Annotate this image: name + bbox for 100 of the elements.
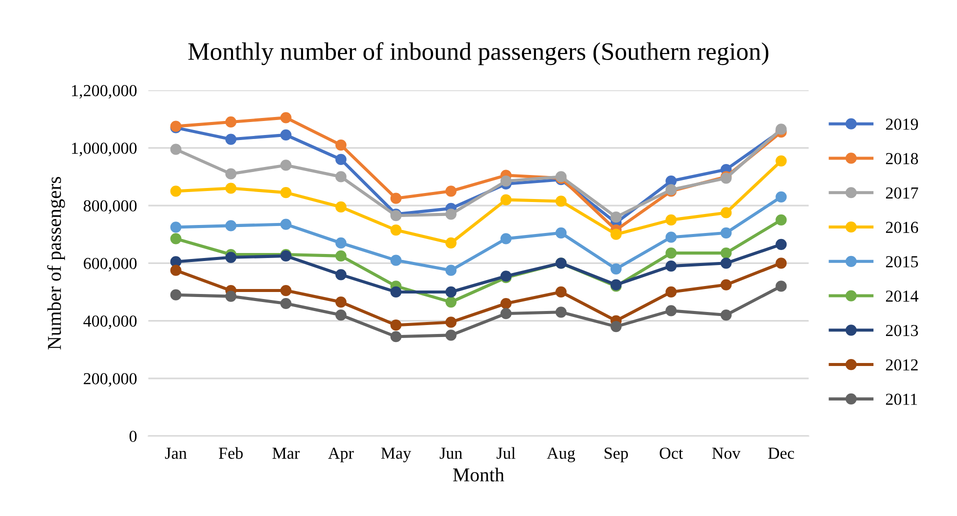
legend-label: 2013 bbox=[886, 324, 918, 336]
x-tick-label: Mar bbox=[272, 448, 300, 459]
point bbox=[225, 134, 236, 145]
point bbox=[335, 269, 346, 280]
point bbox=[445, 286, 457, 298]
point bbox=[335, 250, 346, 262]
point bbox=[500, 233, 512, 244]
y-tick-label: 1,000,000 bbox=[72, 142, 137, 156]
point bbox=[390, 320, 402, 331]
point bbox=[280, 112, 292, 124]
point bbox=[280, 160, 292, 171]
y-tick-label: 0 bbox=[130, 430, 137, 442]
point bbox=[335, 296, 346, 308]
x-tick-label: Feb bbox=[218, 447, 243, 459]
point bbox=[776, 155, 787, 166]
point bbox=[500, 298, 512, 310]
point bbox=[610, 228, 622, 240]
legend-label: 2014 bbox=[886, 290, 918, 302]
point bbox=[555, 196, 567, 207]
point bbox=[445, 296, 457, 308]
point bbox=[280, 284, 292, 296]
point bbox=[445, 264, 457, 276]
point bbox=[390, 224, 402, 236]
x-axis-title: Month bbox=[453, 468, 504, 482]
point bbox=[776, 238, 787, 250]
legend-label: 2019 bbox=[886, 118, 918, 130]
point bbox=[666, 305, 677, 316]
chart-title: Monthly number of inbound passengers (Southern region) bbox=[188, 42, 768, 66]
point bbox=[170, 289, 182, 300]
point bbox=[390, 331, 402, 342]
point bbox=[280, 187, 292, 198]
point bbox=[225, 220, 236, 232]
point bbox=[776, 191, 787, 202]
point bbox=[555, 306, 567, 318]
point bbox=[335, 309, 346, 321]
legend-label: 2015 bbox=[886, 256, 918, 268]
point bbox=[776, 214, 787, 226]
x-tick-label: Dec bbox=[768, 448, 794, 459]
legend-label: 2011 bbox=[886, 394, 917, 405]
point bbox=[666, 286, 677, 298]
point bbox=[225, 168, 236, 180]
point bbox=[170, 264, 182, 276]
point bbox=[445, 208, 457, 220]
point bbox=[170, 233, 182, 244]
point bbox=[390, 286, 402, 298]
point bbox=[445, 330, 457, 341]
point bbox=[170, 144, 182, 155]
x-tick-label: Aug bbox=[546, 448, 576, 462]
legend-label: 2012 bbox=[886, 359, 918, 371]
point bbox=[445, 237, 457, 249]
point bbox=[390, 192, 402, 204]
point bbox=[225, 116, 236, 128]
x-tick-label: Sep bbox=[604, 448, 628, 462]
point bbox=[720, 207, 732, 218]
point bbox=[555, 286, 567, 298]
point bbox=[666, 232, 677, 243]
point bbox=[170, 186, 182, 197]
point bbox=[500, 194, 512, 206]
point bbox=[666, 248, 677, 259]
x-tick-label: Nov bbox=[712, 448, 740, 459]
point bbox=[280, 129, 292, 141]
point bbox=[555, 227, 567, 238]
point bbox=[720, 258, 732, 269]
x-tick-label: May bbox=[381, 448, 412, 462]
point bbox=[335, 237, 346, 249]
y-tick-label: 200,000 bbox=[84, 373, 137, 387]
x-tick-label: Jan bbox=[165, 448, 187, 459]
x-tick-label: Apr bbox=[328, 448, 354, 462]
point bbox=[610, 212, 622, 223]
y-tick-label: 600,000 bbox=[84, 258, 137, 272]
point bbox=[225, 290, 236, 302]
x-tick-label: Jun bbox=[440, 448, 462, 459]
point bbox=[335, 154, 346, 165]
point bbox=[500, 308, 512, 320]
point bbox=[390, 254, 402, 266]
legend-label: 2018 bbox=[886, 152, 918, 164]
y-tick-label: 800,000 bbox=[84, 200, 137, 214]
point bbox=[445, 186, 457, 197]
point bbox=[776, 280, 787, 292]
point bbox=[720, 309, 732, 321]
point bbox=[666, 214, 677, 226]
legend-label: 2016 bbox=[886, 222, 918, 233]
point bbox=[610, 320, 622, 332]
point bbox=[280, 218, 292, 230]
point bbox=[720, 279, 732, 290]
y-tick-label: 1,200,000 bbox=[72, 85, 137, 99]
point bbox=[335, 171, 346, 182]
point bbox=[280, 298, 292, 310]
point bbox=[666, 260, 677, 272]
point bbox=[776, 258, 787, 269]
x-tick-label: Oct bbox=[660, 448, 684, 459]
point bbox=[225, 182, 236, 194]
point bbox=[170, 222, 182, 233]
point bbox=[335, 139, 346, 151]
point bbox=[500, 175, 512, 187]
y-axis-title: Number of passengers bbox=[47, 176, 65, 350]
legend-label: 2017 bbox=[886, 187, 918, 199]
point bbox=[610, 263, 622, 274]
point bbox=[335, 201, 346, 213]
y-tick-label: 400,000 bbox=[83, 315, 137, 330]
